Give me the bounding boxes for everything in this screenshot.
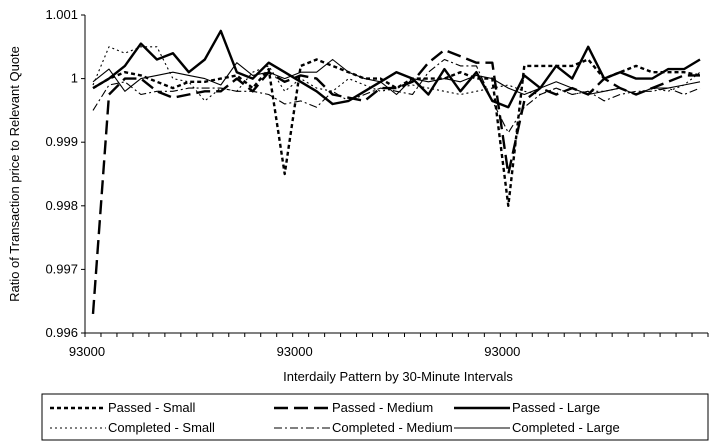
x-axis-title: Interdaily Pattern by 30-Minute Interval… <box>283 369 513 384</box>
legend-label: Passed - Large <box>512 400 600 415</box>
legend-label: Passed - Small <box>108 400 196 415</box>
legend-box <box>41 393 709 441</box>
series-line-passed-large <box>92 29 701 109</box>
y-tick-label: 0.999 <box>45 134 78 149</box>
series-line-completed-medium <box>92 58 701 134</box>
series-layer <box>91 29 701 314</box>
legend-label: Completed - Small <box>108 420 215 435</box>
legend-label: Passed - Medium <box>332 400 433 415</box>
y-tick-label: 0.998 <box>45 198 78 213</box>
series-line-passed-medium <box>91 48 700 314</box>
x-tick-label: 93000 <box>484 344 520 359</box>
series-line-passed-small <box>92 58 701 208</box>
y-tick-label: 1.001 <box>45 7 78 22</box>
y-tick-label: 0.997 <box>45 261 78 276</box>
legend-label: Completed - Large <box>512 420 620 435</box>
y-tick-label: 0.996 <box>45 325 78 340</box>
series-line-completed-small <box>92 46 701 102</box>
y-tick-label: 1 <box>71 71 78 86</box>
series-line-completed-large <box>92 58 701 96</box>
legend-label: Completed - Medium <box>332 420 453 435</box>
x-tick-layer: 93000 93000 93000 <box>69 333 709 359</box>
y-axis-title: Ratio of Transaction price to Relevant Q… <box>7 46 22 302</box>
legend: Passed - Small Passed - Medium Passed - La… <box>50 400 620 435</box>
y-tick-layer: 0.996 0.997 0.998 0.999 1 1.001 <box>45 7 85 340</box>
x-tick-label: 93000 <box>69 344 105 359</box>
x-tick-label: 93000 <box>277 344 313 359</box>
